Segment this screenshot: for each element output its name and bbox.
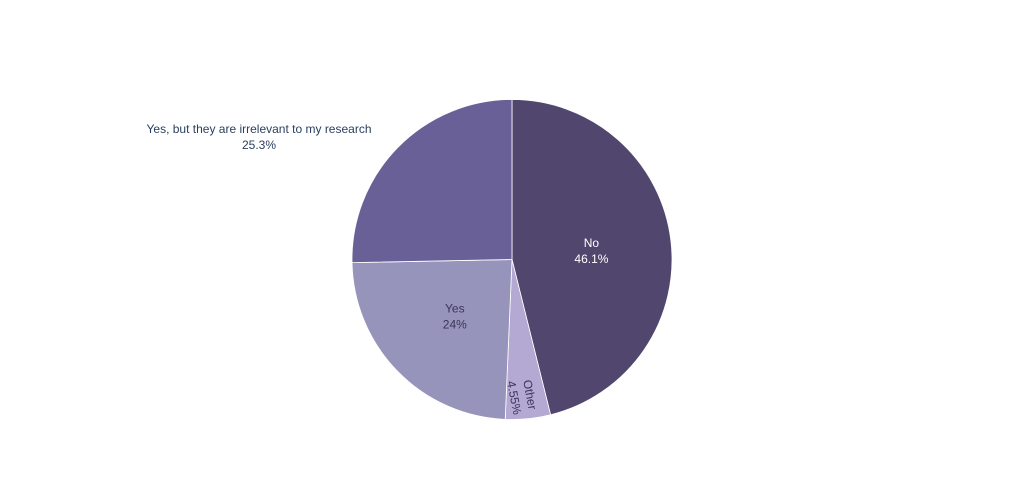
pie-label-name: No [584,236,600,250]
pie-label-percent: 4.55% [504,380,524,416]
pie-label-1: No 46.1% [574,236,608,266]
pie-label-percent: 24% [443,317,467,331]
pie-slice-3[interactable] [351,259,513,420]
pie-label-name: Other [520,379,539,411]
pie-slice-4[interactable] [351,99,513,264]
pie-label-name: Yes [445,301,465,315]
pie-label-3: Yes 24% [443,301,467,331]
pie-labels: No 46.1% Other4.55% Yes 24% Yes, but they are… [147,122,609,416]
pie-label-2: Other4.55% [504,377,540,416]
pie-label-percent: 46.1% [574,252,608,266]
pie-label-name: Yes, but they are irrelevant to my resea… [147,122,372,136]
pie-label-percent: 25.3% [242,138,276,152]
pie-label-4: Yes, but they are irrelevant to my resea… [147,122,372,152]
pie-slice-1[interactable] [511,99,673,416]
pie-slices [351,99,673,420]
